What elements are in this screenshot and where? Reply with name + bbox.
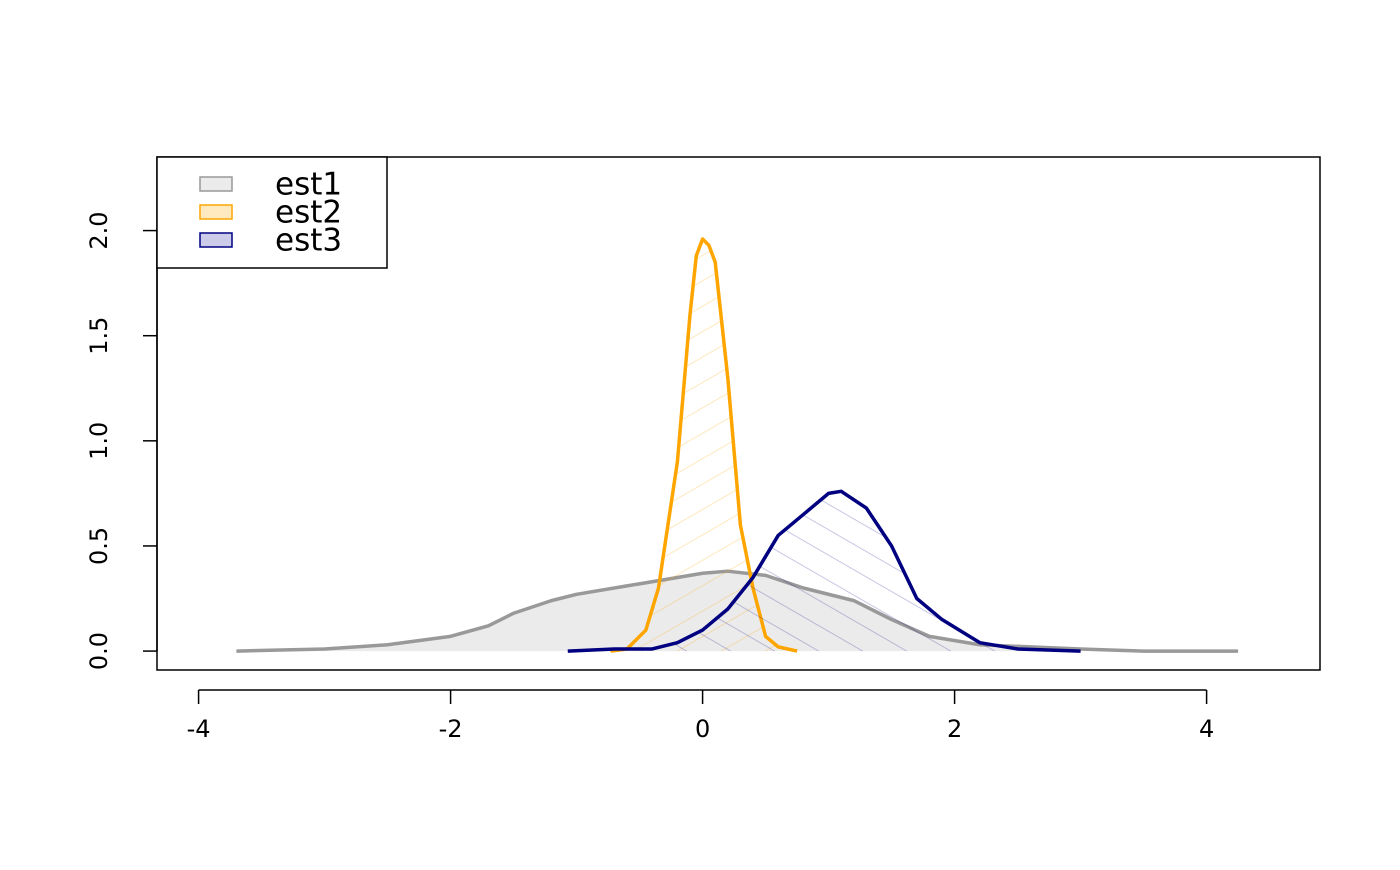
density-area: [610, 238, 798, 652]
legend-swatch: [199, 176, 233, 192]
x-tick-label: 2: [947, 715, 962, 743]
legend-label: est2: [275, 195, 342, 231]
legend-label: est3: [275, 223, 342, 259]
x-tick-label: 4: [1199, 715, 1214, 743]
legend-box: [156, 156, 388, 269]
y-tick-label: 1.0: [85, 422, 113, 460]
density-line: [567, 489, 1081, 653]
y-tick-label: 0.0: [85, 632, 113, 670]
legend-swatch: [199, 232, 233, 248]
y-tick-label: 2.0: [85, 212, 113, 250]
legend-label: est1: [275, 167, 342, 203]
density-area: [567, 491, 1081, 652]
legend-swatch: [199, 204, 233, 220]
x-tick-label: -2: [439, 715, 463, 743]
y-tick-label: 1.5: [85, 317, 113, 355]
x-tick-label: -4: [187, 715, 211, 743]
x-tick-label: 0: [695, 715, 710, 743]
plot-area: [236, 237, 1239, 653]
y-tick-label: 0.5: [85, 527, 113, 565]
